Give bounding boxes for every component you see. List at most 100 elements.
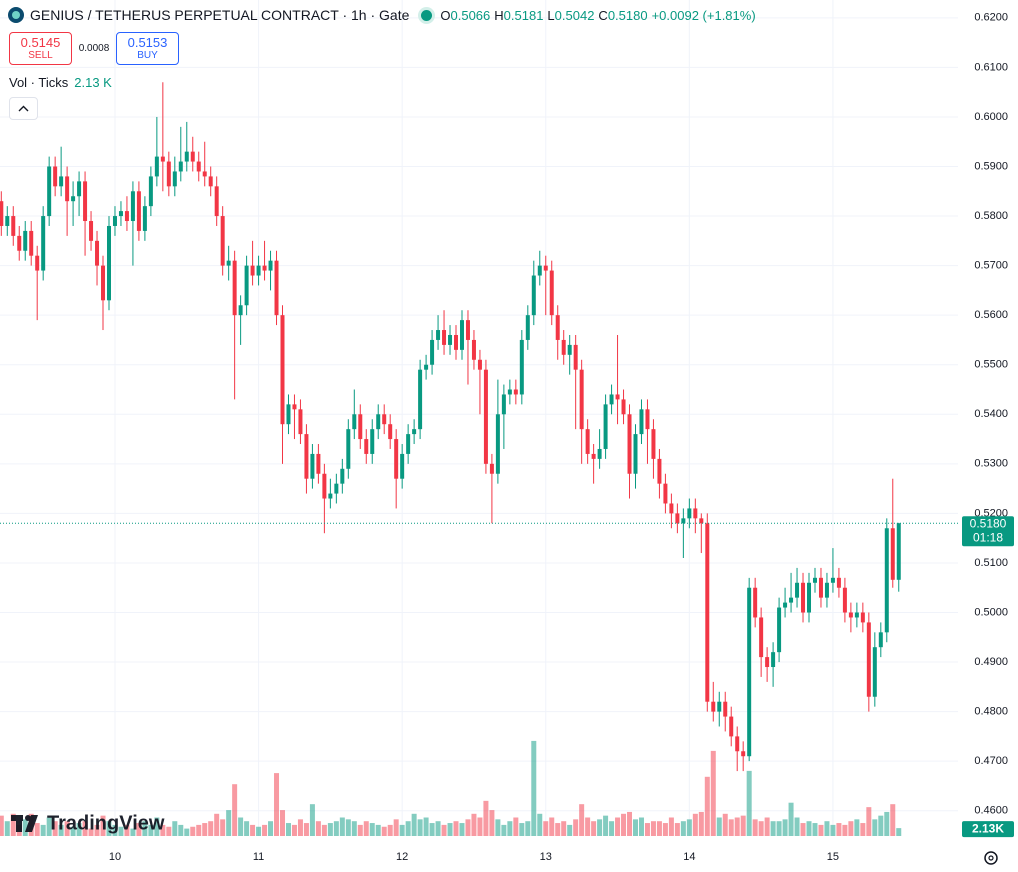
volume-bar — [812, 823, 818, 836]
candle-body — [651, 429, 656, 459]
candle-body — [346, 429, 351, 469]
candle-body — [388, 424, 393, 440]
volume-bar — [650, 821, 656, 836]
volume-bar — [34, 823, 40, 836]
volume-bar — [740, 815, 746, 836]
candle-body — [681, 518, 686, 524]
volume-bar — [836, 823, 842, 836]
candle-body — [615, 394, 620, 400]
volume-bar — [339, 817, 345, 836]
volume-bar — [130, 828, 136, 836]
sell-button[interactable]: 0.5145 SELL — [9, 32, 72, 65]
logo-text: TradingView — [47, 812, 165, 834]
volume-bar — [274, 773, 280, 836]
volume-bar — [632, 819, 638, 836]
volume-bar — [609, 821, 615, 836]
candle-body — [47, 166, 52, 217]
volume-bar — [800, 823, 806, 836]
volume-layer — [0, 740, 902, 836]
volume-bar — [82, 821, 88, 836]
volume-bar — [238, 817, 244, 836]
candle-body — [214, 186, 219, 217]
candle-body — [412, 429, 417, 435]
candle-body — [818, 577, 823, 598]
volume-bar — [112, 824, 118, 836]
volume-bar — [178, 824, 184, 836]
volume-bar — [549, 817, 555, 836]
volume-bar — [94, 824, 100, 836]
candle-body — [777, 607, 782, 653]
volume-bar — [399, 824, 405, 836]
candle-body — [208, 176, 213, 187]
candle-body — [274, 260, 279, 316]
ohlc-letter: O — [440, 8, 451, 23]
candle-body — [896, 523, 901, 580]
volume-bar — [507, 821, 513, 836]
candle-body — [723, 701, 728, 717]
candle-body — [352, 414, 357, 430]
y-tick-label: 0.6200 — [974, 12, 1008, 24]
volume-bar — [10, 813, 16, 836]
volume-bar — [806, 821, 812, 836]
candle-body — [394, 439, 399, 479]
symbol-title: GENIUS / TETHERUS PERPETUAL CONTRACT · 1… — [30, 7, 410, 23]
candle-body — [71, 196, 76, 202]
candle-body — [202, 171, 207, 177]
volume-bar — [638, 817, 644, 836]
volume-bar — [758, 821, 764, 836]
volume-bar — [471, 813, 477, 836]
volume-bar — [896, 828, 902, 836]
y-tick-label: 0.5400 — [974, 408, 1008, 420]
volume-bar — [597, 819, 603, 836]
candle-body — [424, 364, 429, 370]
candle-body — [495, 414, 500, 474]
volume-bar — [776, 821, 782, 836]
y-tick-label: 0.5200 — [974, 507, 1008, 519]
volume-bar — [453, 821, 459, 836]
candle-body — [178, 161, 183, 172]
x-tick-label: 12 — [396, 851, 408, 863]
x-tick-label: 13 — [540, 851, 552, 863]
volume-bar — [148, 824, 154, 836]
candle-body — [878, 632, 883, 648]
candle-body — [735, 736, 740, 752]
y-tick-label: 0.5600 — [974, 309, 1008, 321]
volume-bar — [411, 813, 417, 836]
logo-glyph — [16, 815, 22, 832]
volume-bar — [196, 824, 202, 836]
settings-icon[interactable] — [984, 851, 998, 865]
candle-body — [65, 176, 70, 202]
last-price-label: 0.5180 — [970, 516, 1007, 530]
candle-body — [160, 156, 165, 162]
y-tick-label: 0.4700 — [974, 755, 1008, 767]
volume-bar — [64, 821, 70, 836]
candle-body — [436, 330, 441, 340]
candle-body — [567, 344, 572, 355]
candle-body — [142, 206, 147, 231]
market-status — [421, 9, 433, 21]
candle-body — [118, 211, 123, 217]
collapse-button[interactable] — [9, 97, 38, 120]
volume-bar — [585, 817, 591, 836]
candle-body — [573, 344, 578, 370]
candle-body — [705, 523, 710, 702]
volume-bar — [770, 821, 776, 836]
y-tick-label: 0.5900 — [974, 160, 1008, 172]
ohlc-value: 0.5042 — [554, 8, 595, 23]
volume-bar — [830, 824, 836, 836]
volume-bar — [244, 821, 250, 836]
volume-bar — [854, 819, 860, 836]
volume-bar — [142, 821, 148, 836]
x-tick-label: 10 — [109, 851, 121, 863]
symbol-icon — [8, 7, 24, 23]
countdown: 01:18 — [973, 530, 1003, 544]
legend-header: GENIUS / TETHERUS PERPETUAL CONTRACT · 1… — [8, 7, 756, 23]
buy-button[interactable]: 0.5153 BUY — [116, 32, 179, 65]
candle-body — [729, 716, 734, 737]
volume-bar — [495, 819, 501, 836]
ohlc-value: 0.5066 — [450, 8, 491, 23]
volume-bar — [447, 823, 453, 836]
candle-body — [59, 176, 64, 187]
candle-body — [717, 701, 722, 712]
last-price-box — [962, 516, 1014, 547]
